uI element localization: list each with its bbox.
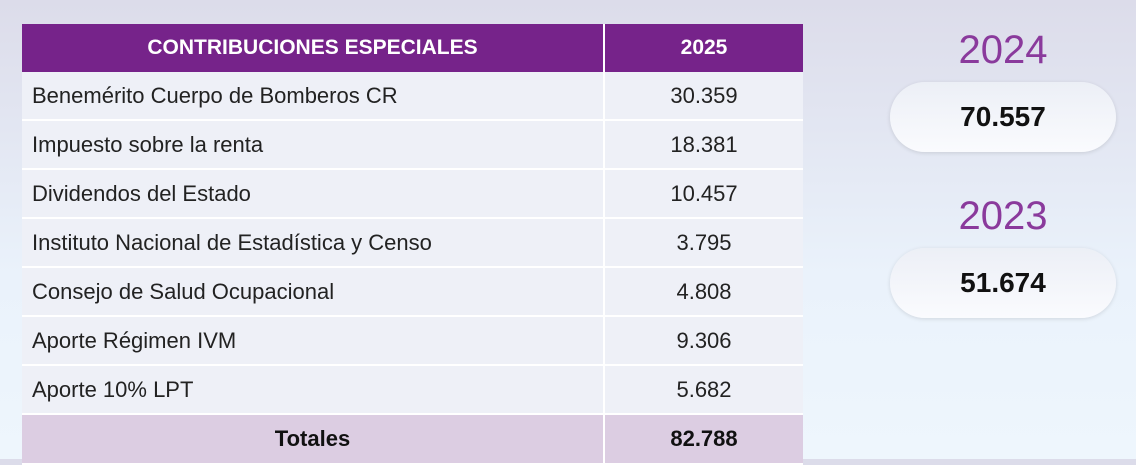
header-concept: CONTRIBUCIONES ESPECIALES: [22, 24, 605, 72]
table-row: Dividendos del Estado 10.457: [22, 169, 803, 219]
table-row: Consejo de Salud Ocupacional 4.808: [22, 267, 803, 317]
table-row: Instituto Nacional de Estadística y Cens…: [22, 218, 803, 268]
row-value: 10.457: [604, 169, 803, 219]
table-row: Impuesto sobre la renta 18.381: [22, 120, 803, 170]
row-value: 18.381: [604, 120, 803, 170]
year-2023-label: 2023: [958, 194, 1048, 238]
year-2023-value: 51.674: [890, 248, 1116, 318]
row-label: Impuesto sobre la renta: [22, 120, 605, 170]
row-value: 5.682: [604, 365, 803, 415]
row-label: Benemérito Cuerpo de Bomberos CR: [22, 72, 605, 121]
row-value: 3.795: [604, 218, 803, 268]
row-value: 9.306: [604, 316, 803, 366]
row-value: 30.359: [604, 72, 803, 121]
table-row: Aporte 10% LPT 5.682: [22, 365, 803, 415]
year-2024-label: 2024: [958, 28, 1048, 72]
table-row: Benemérito Cuerpo de Bomberos CR 30.359: [22, 72, 803, 121]
row-label: Aporte Régimen IVM: [22, 316, 605, 366]
header-year: 2025: [604, 24, 803, 72]
row-label: Instituto Nacional de Estadística y Cens…: [22, 218, 605, 268]
row-label: Dividendos del Estado: [22, 169, 605, 219]
total-label: Totales: [22, 414, 605, 465]
year-2024-value: 70.557: [890, 82, 1116, 152]
row-label: Consejo de Salud Ocupacional: [22, 267, 605, 317]
row-value: 4.808: [604, 267, 803, 317]
total-row: Totales 82.788: [22, 414, 803, 465]
table-row: Aporte Régimen IVM 9.306: [22, 316, 803, 366]
row-label: Aporte 10% LPT: [22, 365, 605, 415]
total-value: 82.788: [604, 414, 803, 465]
contributions-table: CONTRIBUCIONES ESPECIALES 2025 Benemérit…: [22, 24, 803, 465]
